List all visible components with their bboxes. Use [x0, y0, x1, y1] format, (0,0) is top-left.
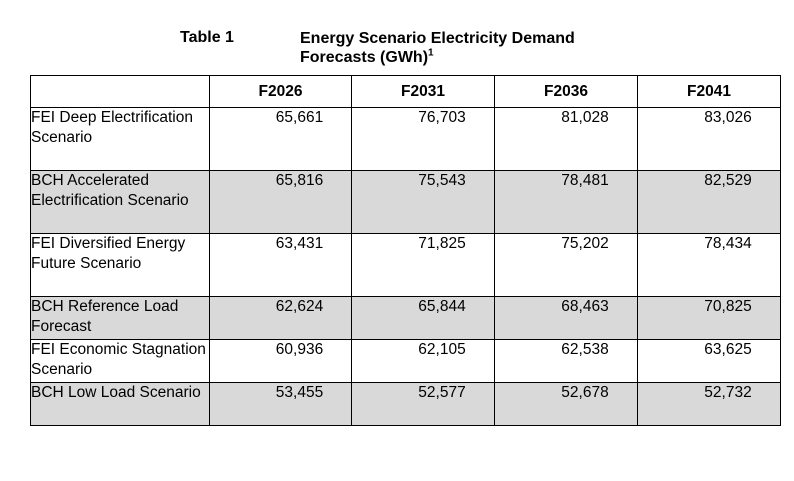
value-text: 68,463: [561, 298, 609, 315]
row-label: FEI Diversified Energy Future Scenario: [30, 233, 210, 297]
header-cell-blank: [30, 75, 210, 108]
value-text: 75,202: [561, 235, 609, 252]
value-cell: 71,825: [351, 233, 495, 297]
value-text: 78,434: [704, 235, 752, 252]
value-cell: 63,625: [637, 339, 781, 383]
table-row: FEI Diversified Energy Future Scenario 6…: [30, 233, 781, 297]
row-label: FEI Deep Electrification Scenario: [30, 107, 210, 171]
value-text: 63,625: [704, 341, 752, 358]
value-text: 65,816: [275, 172, 324, 189]
value-cell: 60,936: [209, 339, 352, 383]
value-cell: 63,431: [209, 233, 352, 297]
value-text: 52,678: [561, 384, 609, 401]
header-cell-f2041: F2041: [637, 75, 781, 108]
table-label: Table 1: [180, 29, 234, 46]
table-row: BCH Low Load Scenario 53,455 52,577 52,6…: [30, 382, 781, 426]
value-cell: 82,529: [637, 170, 781, 234]
value-text: 65,661: [275, 109, 324, 126]
value-text: 78,481: [561, 172, 609, 189]
value-cell: 62,105: [351, 339, 495, 383]
value-text: 62,538: [561, 341, 609, 358]
demand-forecast-table: F2026 F2031 F2036 F2041 FEI Deep Electri…: [30, 75, 781, 426]
value-cell: 78,481: [494, 170, 638, 234]
header-cell-f2036: F2036: [494, 75, 638, 108]
value-text: 70,825: [704, 298, 752, 315]
table-row: FEI Economic Stagnation Scenario 60,936 …: [30, 339, 781, 383]
value-cell: 68,463: [494, 296, 638, 340]
value-text: 71,825: [418, 235, 466, 252]
value-text: 52,732: [704, 384, 752, 401]
value-text: 65,844: [418, 298, 466, 315]
value-text: 53,455: [275, 384, 324, 401]
value-cell: 62,538: [494, 339, 638, 383]
header-row: F2026 F2031 F2036 F2041: [30, 75, 781, 108]
header-cell-f2026: F2026: [209, 75, 352, 108]
value-text: 81,028: [561, 109, 609, 126]
value-cell: 65,844: [351, 296, 495, 340]
value-cell: 52,577: [351, 382, 495, 426]
value-text: 76,703: [418, 109, 466, 126]
table-title: Energy Scenario Electricity Demand Forec…: [300, 29, 620, 67]
value-cell: 78,434: [637, 233, 781, 297]
value-text: 83,026: [704, 109, 752, 126]
row-label: BCH Accelerated Electrification Scenario: [30, 170, 210, 234]
value-text: 75,543: [418, 172, 466, 189]
row-label: BCH Reference Load Forecast: [30, 296, 210, 340]
table-row: BCH Accelerated Electrification Scenario…: [30, 170, 781, 234]
value-text: 62,105: [418, 341, 466, 358]
value-cell: 75,543: [351, 170, 495, 234]
value-cell: 70,825: [637, 296, 781, 340]
table-row: BCH Reference Load Forecast 62,624 65,84…: [30, 296, 781, 340]
value-cell: 75,202: [494, 233, 638, 297]
value-text: 63,431: [275, 235, 324, 252]
value-cell: 52,678: [494, 382, 638, 426]
value-text: 52,577: [418, 384, 466, 401]
footnote-mark: 1: [428, 47, 434, 59]
value-cell: 81,028: [494, 107, 638, 171]
value-cell: 83,026: [637, 107, 781, 171]
table-row: FEI Deep Electrification Scenario 65,661…: [30, 107, 781, 171]
value-cell: 65,816: [209, 170, 352, 234]
table-title-text: Energy Scenario Electricity Demand Forec…: [300, 30, 575, 66]
value-cell: 76,703: [351, 107, 495, 171]
value-cell: 53,455: [209, 382, 352, 426]
value-text: 60,936: [275, 341, 324, 358]
row-label: FEI Economic Stagnation Scenario: [30, 339, 210, 383]
value-text: 82,529: [704, 172, 752, 189]
value-text: 62,624: [275, 298, 324, 315]
row-label: BCH Low Load Scenario: [30, 382, 210, 426]
value-cell: 62,624: [209, 296, 352, 340]
value-cell: 65,661: [209, 107, 352, 171]
value-cell: 52,732: [637, 382, 781, 426]
header-cell-f2031: F2031: [351, 75, 495, 108]
